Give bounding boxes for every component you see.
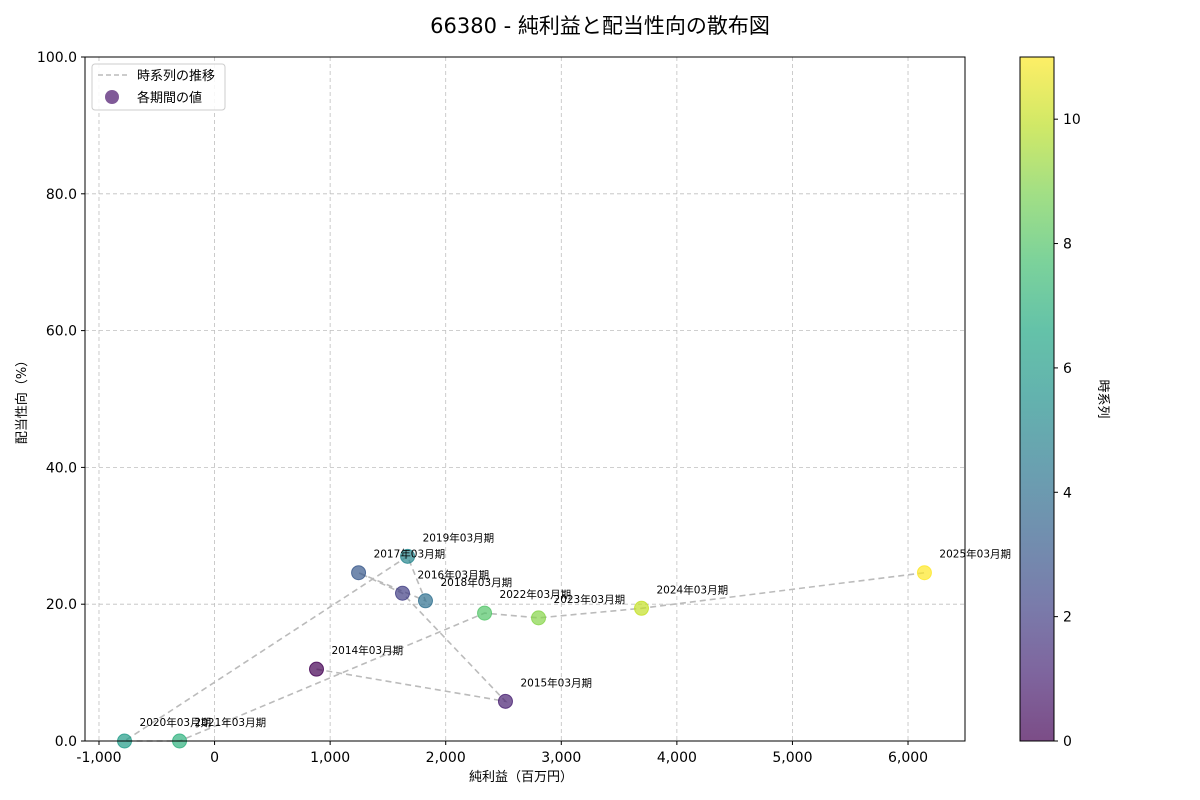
data-point bbox=[308, 661, 324, 677]
point-label: 2019年03月期 bbox=[423, 531, 495, 544]
y-tick-label: 80.0 bbox=[46, 187, 77, 203]
point-label: 2024年03月期 bbox=[657, 583, 729, 596]
chart-title: 66380 - 純利益と配当性向の散布図 bbox=[430, 14, 770, 38]
colorbar: 0 2 4 6 8 10 時系列 bbox=[1019, 56, 1110, 750]
x-tick-label: 5,000 bbox=[772, 750, 812, 766]
y-axis-label: 配当性向（%） bbox=[14, 354, 30, 444]
y-tick-label: 20.0 bbox=[46, 597, 77, 613]
grid-lines bbox=[85, 57, 965, 741]
point-label: 2022年03月期 bbox=[500, 588, 572, 601]
point-label: 2015年03月期 bbox=[520, 676, 592, 689]
data-point bbox=[634, 600, 650, 616]
y-axis-ticks: 0.0 20.0 40.0 60.0 80.0 100.0 bbox=[37, 50, 85, 750]
colorbar-tick-label: 0 bbox=[1063, 734, 1072, 750]
point-label: 2018年03月期 bbox=[440, 576, 512, 589]
legend: 時系列の推移 各期間の値 bbox=[91, 63, 226, 111]
data-point bbox=[351, 565, 367, 581]
x-tick-label: 2,000 bbox=[426, 750, 466, 766]
x-tick-label: 6,000 bbox=[888, 750, 928, 766]
trend-line bbox=[121, 555, 925, 742]
colorbar-tick-label: 4 bbox=[1063, 485, 1072, 501]
data-point bbox=[916, 565, 932, 581]
y-tick-label: 40.0 bbox=[46, 460, 77, 476]
colorbar-tick-label: 10 bbox=[1063, 112, 1081, 128]
colorbar-ticks: 0 2 4 6 8 10 bbox=[1054, 112, 1081, 750]
y-tick-label: 60.0 bbox=[46, 324, 77, 340]
colorbar-tick-label: 2 bbox=[1063, 610, 1072, 626]
colorbar-tick-label: 6 bbox=[1063, 361, 1072, 377]
data-points bbox=[117, 548, 932, 749]
colorbar-label: 時系列 bbox=[1095, 379, 1110, 418]
legend-line-label: 時系列の推移 bbox=[137, 69, 215, 84]
x-tick-label: 3,000 bbox=[541, 750, 581, 766]
point-label: 2014年03月期 bbox=[331, 644, 403, 657]
data-point bbox=[497, 693, 513, 709]
legend-marker-label: 各期間の値 bbox=[137, 90, 202, 106]
point-label: 2021年03月期 bbox=[195, 716, 267, 729]
point-label: 2016年03月期 bbox=[417, 568, 489, 581]
x-axis-ticks: -1,000 0 1,000 2,000 3,000 4,000 5,000 6,000 bbox=[76, 741, 928, 766]
x-axis-label: 純利益（百万円） bbox=[469, 770, 573, 785]
legend-marker-icon bbox=[105, 90, 119, 104]
x-tick-label: 4,000 bbox=[657, 750, 697, 766]
data-point bbox=[394, 585, 410, 601]
point-label: 2023年03月期 bbox=[554, 593, 626, 606]
y-tick-label: 100.0 bbox=[37, 50, 77, 66]
point-annotations: 2014年03月期 2015年03月期 2016年03月期 2017年03月期 2018… bbox=[140, 531, 1011, 729]
x-tick-label: 0 bbox=[210, 750, 219, 766]
data-point bbox=[417, 593, 433, 609]
data-point bbox=[531, 610, 547, 626]
point-label: 2017年03月期 bbox=[374, 548, 446, 561]
plot-frame bbox=[84, 56, 966, 742]
x-tick-label: -1,000 bbox=[76, 750, 121, 766]
data-point bbox=[477, 605, 493, 621]
data-point bbox=[400, 548, 416, 564]
point-label: 2025年03月期 bbox=[939, 548, 1011, 561]
colorbar-gradient bbox=[1019, 56, 1055, 742]
y-tick-label: 0.0 bbox=[55, 734, 77, 750]
colorbar-tick-label: 8 bbox=[1063, 237, 1072, 253]
trend-polyline bbox=[121, 555, 925, 742]
point-label: 2020年03月期 bbox=[140, 716, 212, 729]
x-tick-label: 1,000 bbox=[310, 750, 350, 766]
